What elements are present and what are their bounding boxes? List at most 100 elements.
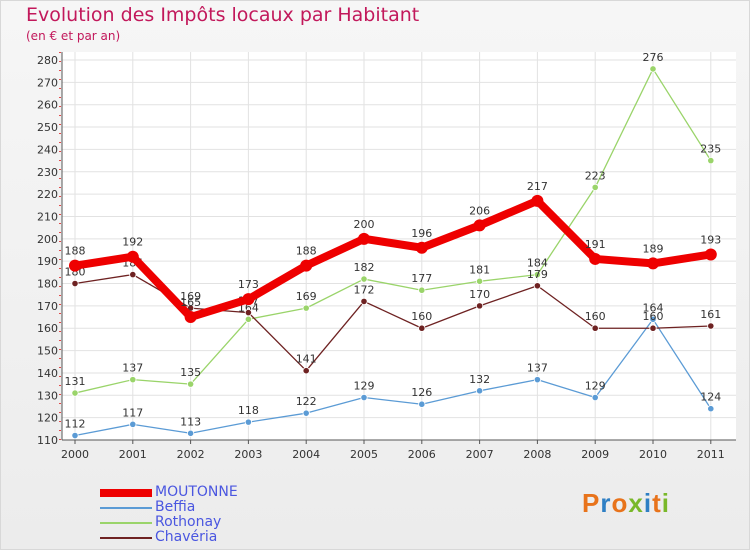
data-label-chaveria-2009: 160 (585, 310, 606, 323)
data-point-moutonne-2002 (184, 311, 197, 324)
data-label-beffia-2003: 118 (238, 404, 259, 417)
data-point-chaveria-2008 (533, 282, 542, 290)
legend-swatch-rothonay (100, 522, 152, 524)
data-label-beffia-2008: 137 (527, 362, 548, 375)
data-label-beffia-2004: 122 (296, 395, 317, 408)
data-point-rothonay-2008 (533, 270, 542, 279)
y-tick-label-140: 140 (37, 367, 58, 380)
data-point-moutonne-2000 (69, 259, 81, 272)
data-point-moutonne-2009 (589, 252, 602, 265)
legend-item-beffia: Beffia (100, 499, 340, 515)
data-label-moutonne-2009: 191 (585, 238, 606, 251)
data-point-moutonne-2005 (358, 232, 370, 245)
data-label-chaveria-2008: 179 (527, 268, 548, 281)
data-label-rothonay-2004: 169 (296, 290, 317, 303)
data-point-chaveria-2004 (302, 367, 310, 375)
y-tick-label-130: 130 (37, 389, 58, 402)
data-label-rothonay-2000: 131 (65, 375, 86, 388)
data-label-rothonay-2009: 223 (585, 169, 606, 182)
data-point-rothonay-2004 (302, 304, 310, 312)
data-point-beffia-2006 (418, 400, 426, 408)
data-label-beffia-2006: 126 (411, 386, 432, 399)
data-point-beffia-2011 (707, 405, 715, 413)
data-point-moutonne-2006 (415, 241, 428, 254)
data-point-beffia-2002 (187, 429, 195, 437)
data-label-chaveria-2006: 160 (411, 310, 432, 323)
data-point-chaveria-2001 (129, 270, 137, 279)
data-label-chaveria-2002: 169 (180, 290, 201, 303)
data-label-moutonne-2000: 188 (65, 245, 86, 258)
data-label-beffia-2011: 124 (700, 391, 721, 404)
data-label-beffia-2002: 113 (180, 415, 201, 428)
data-point-rothonay-2001 (129, 376, 137, 384)
data-point-beffia-2004 (302, 409, 310, 417)
legend-label-beffia: Beffia (155, 499, 196, 515)
y-tick-label-270: 270 (37, 76, 58, 89)
y-tick-label-170: 170 (37, 300, 58, 313)
legend-label-rothonay: Rothonay (155, 514, 222, 530)
legend-label-chaveria: Chavéria (155, 529, 218, 545)
data-point-moutonne-2007 (473, 219, 486, 232)
data-point-moutonne-2011 (704, 248, 717, 261)
data-label-moutonne-2003: 173 (238, 278, 259, 291)
y-tick-label-210: 210 (37, 210, 58, 223)
series-line-beffia (74, 318, 712, 437)
legend-item-rothonay: Rothonay (100, 514, 340, 530)
x-tick-label-2010: 2010 (639, 448, 667, 461)
data-point-moutonne-2008 (531, 194, 544, 207)
data-label-chaveria-2004: 141 (296, 353, 317, 366)
proxiti-logo: Proxiti (582, 488, 670, 518)
x-tick-label-2007: 2007 (466, 448, 494, 461)
data-label-beffia-2001: 117 (122, 406, 143, 419)
data-point-moutonne-2001 (126, 250, 139, 263)
y-tick-label-160: 160 (37, 322, 58, 335)
data-point-rothonay-2007 (475, 277, 484, 285)
y-tick-label-200: 200 (37, 233, 58, 246)
x-tick-label-2005: 2005 (350, 448, 378, 461)
x-tick-label-2009: 2009 (581, 448, 609, 461)
data-point-rothonay-2009 (591, 183, 599, 192)
y-tick-label-220: 220 (37, 188, 58, 201)
y-tick-label-240: 240 (37, 143, 58, 156)
data-point-chaveria-2003 (244, 308, 252, 317)
data-label-moutonne-2010: 189 (643, 242, 664, 255)
data-label-rothonay-2010: 276 (643, 51, 664, 64)
chart-title: Evolution des Impôts locaux par Habitant (26, 4, 420, 26)
data-point-beffia-2000 (71, 431, 79, 440)
data-point-beffia-2009 (591, 393, 599, 402)
y-tick-label-260: 260 (37, 99, 58, 112)
data-point-rothonay-2000 (71, 389, 79, 397)
data-label-beffia-2007: 132 (469, 373, 490, 386)
data-label-beffia-2000: 112 (65, 418, 86, 431)
data-label-chaveria-2010: 160 (643, 310, 664, 323)
data-label-chaveria-2007: 170 (469, 288, 490, 301)
data-label-beffia-2009: 129 (585, 380, 606, 393)
y-tick-label-150: 150 (37, 345, 58, 358)
data-point-beffia-2007 (475, 387, 484, 395)
data-label-rothonay-2001: 137 (122, 362, 143, 375)
data-label-moutonne-2011: 193 (700, 233, 721, 246)
legend: MOUTONNE Beffia Rothonay Chavéria (100, 484, 340, 545)
data-point-rothonay-2002 (187, 380, 195, 388)
x-tick-label-2008: 2008 (523, 448, 551, 461)
legend-label-moutonne: MOUTONNE (155, 484, 238, 500)
data-point-moutonne-2003 (242, 293, 255, 306)
y-tick-label-190: 190 (37, 255, 58, 268)
data-label-rothonay-2011: 235 (700, 143, 721, 156)
data-label-moutonne-2002: 165 (180, 296, 201, 309)
x-tick-label-2003: 2003 (234, 448, 262, 461)
data-label-beffia-2005: 129 (354, 380, 375, 393)
data-point-beffia-2001 (129, 420, 137, 428)
legend-swatch-chaveria (100, 537, 152, 539)
data-label-chaveria-2011: 161 (700, 308, 721, 321)
data-point-rothonay-2010 (649, 65, 657, 73)
data-label-moutonne-2001: 192 (122, 236, 143, 249)
x-tick-label-2002: 2002 (177, 448, 205, 461)
x-tick-label-2000: 2000 (61, 448, 89, 461)
x-tick-label-2004: 2004 (292, 448, 320, 461)
data-point-beffia-2003 (244, 418, 252, 426)
data-point-chaveria-2006 (418, 324, 426, 332)
legend-swatch-moutonne (100, 489, 152, 497)
legend-item-moutonne: MOUTONNE (100, 484, 340, 500)
